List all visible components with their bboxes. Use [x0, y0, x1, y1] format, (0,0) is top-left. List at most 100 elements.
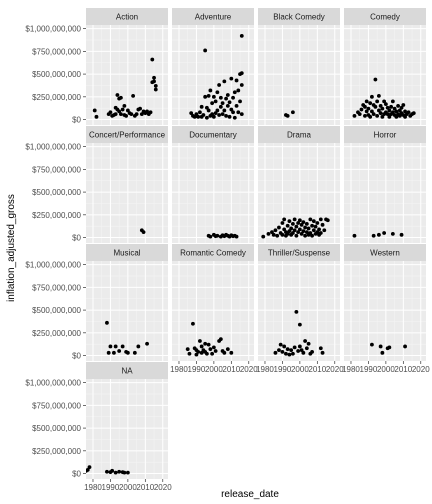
- data-point: [394, 114, 399, 119]
- y-axis-title: inflation_adjusted_gross: [6, 194, 17, 302]
- data-point: [218, 104, 223, 109]
- facet-label: Adventure: [195, 13, 232, 22]
- data-point: [215, 90, 220, 95]
- data-point: [222, 79, 227, 84]
- data-point: [385, 112, 390, 116]
- data-point: [299, 348, 304, 352]
- data-point: [394, 109, 399, 114]
- data-point: [125, 108, 130, 113]
- data-point: [208, 88, 213, 93]
- data-point: [373, 77, 378, 82]
- data-point: [310, 223, 314, 228]
- data-point: [229, 350, 234, 355]
- data-point: [390, 110, 395, 115]
- x-tick-label: 2020: [326, 365, 344, 374]
- data-point: [299, 222, 304, 227]
- data-point: [118, 95, 123, 100]
- data-point: [199, 104, 204, 109]
- facet-strip: [86, 126, 168, 143]
- data-point: [292, 228, 297, 233]
- data-point: [132, 350, 137, 355]
- data-point: [296, 230, 301, 234]
- data-point: [129, 112, 134, 116]
- data-point: [113, 470, 118, 475]
- facet-na: NA $0 $250,000,000 $500,000,000 $750,000,000…: [25, 362, 172, 492]
- data-point: [317, 227, 321, 232]
- facet-strip: [86, 362, 168, 379]
- data-point: [318, 217, 323, 222]
- data-point: [192, 114, 197, 119]
- y-tick-label: $750,000,000: [32, 401, 81, 410]
- data-point: [282, 227, 287, 232]
- data-point: [94, 114, 99, 119]
- data-point: [117, 109, 122, 114]
- facet-black-comedy: Black Comedy: [258, 8, 340, 125]
- data-point: [318, 346, 323, 351]
- data-point: [266, 232, 271, 236]
- data-point: [308, 217, 313, 222]
- facet-label: Drama: [287, 131, 312, 140]
- data-point: [152, 75, 156, 80]
- data-point: [217, 113, 222, 117]
- data-point: [218, 337, 223, 342]
- data-point: [297, 344, 302, 349]
- data-point: [145, 341, 149, 346]
- y-tick-label: $1,000,000,000: [25, 25, 81, 34]
- facet-label: Western: [370, 249, 400, 258]
- data-point: [125, 470, 130, 475]
- data-point: [261, 234, 266, 239]
- data-point: [359, 107, 364, 112]
- data-point: [380, 114, 385, 119]
- y-tick-label: $1,000,000,000: [25, 261, 81, 270]
- data-point: [222, 108, 227, 113]
- data-point: [371, 112, 376, 116]
- data-point: [239, 71, 244, 76]
- data-point: [201, 113, 206, 117]
- data-point: [153, 84, 158, 88]
- data-point: [403, 344, 407, 349]
- data-point: [231, 110, 235, 115]
- data-point: [210, 351, 215, 356]
- data-point: [310, 233, 314, 238]
- data-point: [196, 114, 201, 119]
- data-point: [112, 350, 116, 355]
- data-point: [124, 114, 129, 118]
- data-point: [225, 104, 230, 108]
- data-point: [273, 350, 278, 355]
- facet-label: Musical: [113, 249, 140, 258]
- data-point: [185, 347, 190, 352]
- y-tick-label: $250,000,000: [32, 211, 81, 220]
- data-point: [373, 104, 378, 109]
- data-point: [148, 110, 153, 115]
- data-point: [304, 346, 309, 351]
- data-point: [210, 112, 215, 116]
- data-point: [303, 225, 308, 230]
- data-point: [296, 221, 301, 225]
- data-point: [383, 102, 388, 106]
- data-point: [403, 114, 407, 119]
- data-point: [204, 105, 209, 110]
- data-point: [285, 347, 290, 352]
- data-point: [311, 228, 316, 233]
- data-point: [382, 99, 387, 104]
- data-point: [215, 233, 220, 238]
- points: [139, 228, 146, 234]
- data-point: [108, 344, 113, 349]
- data-point: [303, 339, 308, 343]
- facet-strip: [86, 244, 168, 261]
- data-point: [294, 310, 299, 314]
- points: [92, 57, 158, 119]
- data-point: [275, 233, 280, 238]
- y-tick-label: $500,000,000: [32, 306, 81, 315]
- facet-action: Action $0 $250,000,000 $500,000,000 $750,000…: [25, 8, 168, 125]
- y-tick-label: $1,000,000,000: [25, 379, 81, 388]
- x-tick-label: 2010: [308, 365, 326, 374]
- data-point: [376, 232, 381, 237]
- points: [284, 110, 295, 118]
- data-point: [290, 231, 295, 235]
- facet-label: Romantic Comedy: [180, 249, 246, 258]
- x-tick-label: 1980: [342, 365, 360, 374]
- x-tick-label: 2010: [394, 365, 412, 374]
- points: [370, 342, 407, 355]
- data-point: [213, 99, 218, 104]
